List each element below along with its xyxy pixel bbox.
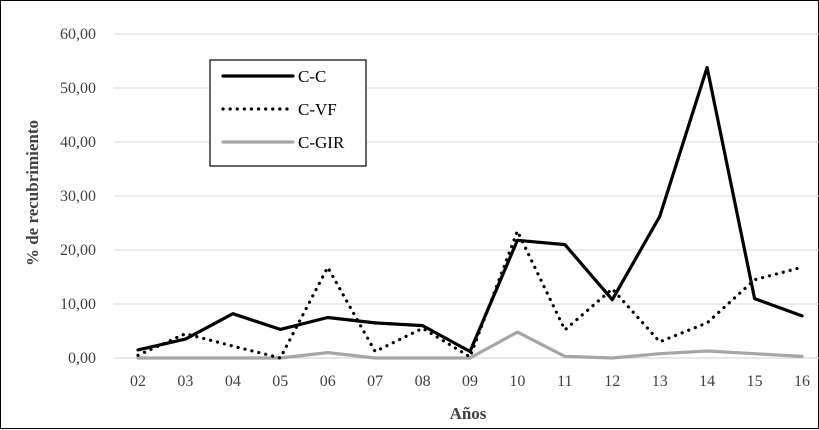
x-tick-label: 11 bbox=[557, 373, 572, 390]
legend-label-c-vf: C-VF bbox=[298, 100, 337, 119]
series-line-c-c bbox=[136, 65, 804, 354]
y-tick-label: 10,00 bbox=[60, 296, 96, 313]
legend: C-C C-VF C-GIR bbox=[209, 59, 367, 167]
x-tick-label: 16 bbox=[794, 373, 810, 390]
legend-label-c-gir: C-GIR bbox=[298, 133, 345, 152]
x-tick-label: 05 bbox=[272, 373, 288, 390]
x-tick-label: 07 bbox=[367, 373, 383, 390]
x-tick-label: 08 bbox=[415, 373, 431, 390]
legend-box bbox=[209, 59, 367, 167]
x-axis-title: Años bbox=[450, 404, 487, 423]
legend-items: C-C C-VF C-GIR bbox=[221, 67, 345, 152]
y-axis-title: % de recubrimiento bbox=[23, 120, 42, 266]
y-tick-label: 0,00 bbox=[68, 350, 96, 367]
x-tick-label: 14 bbox=[699, 373, 715, 390]
axes: 0,00 10,00 20,00 30,00 40,00 50,00 60,00 02 03 04… bbox=[60, 26, 819, 390]
y-tick-label: 20,00 bbox=[60, 242, 96, 259]
x-tick-label: 09 bbox=[462, 373, 478, 390]
y-tick-label: 50,00 bbox=[60, 80, 96, 97]
x-tick-label: 13 bbox=[652, 373, 668, 390]
x-tick-label: 04 bbox=[225, 373, 241, 390]
series-lines bbox=[136, 65, 804, 360]
series-line-c-gir bbox=[136, 330, 804, 360]
x-tick-label: 12 bbox=[604, 373, 620, 390]
x-tick-label: 02 bbox=[130, 373, 146, 390]
y-tick-label: 60,00 bbox=[60, 26, 96, 43]
legend-label-c-c: C-C bbox=[298, 67, 326, 86]
x-tick-label: 10 bbox=[509, 373, 525, 390]
x-tick-label: 03 bbox=[177, 373, 193, 390]
y-tick-label: 40,00 bbox=[60, 134, 96, 151]
x-tick-label: 06 bbox=[320, 373, 336, 390]
y-tick-label: 30,00 bbox=[60, 188, 96, 205]
x-tick-label: 15 bbox=[747, 373, 763, 390]
